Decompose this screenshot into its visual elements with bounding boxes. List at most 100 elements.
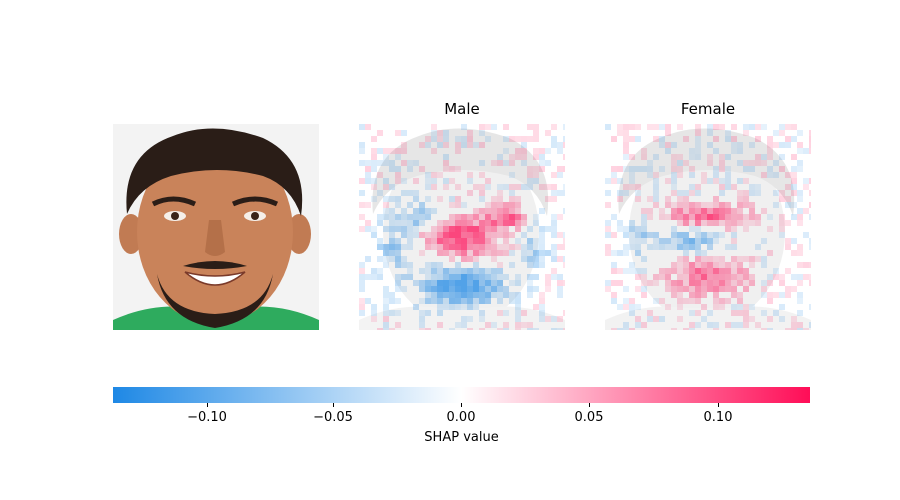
shap-pixel — [509, 250, 515, 256]
shap-pixel — [641, 214, 647, 220]
shap-pixel — [461, 142, 467, 148]
shap-pixel — [515, 328, 521, 330]
shap-pixel — [443, 178, 449, 184]
shap-pixel — [653, 136, 659, 142]
shap-pixel — [719, 160, 725, 166]
shap-pixel — [413, 160, 419, 166]
shap-pixel — [545, 196, 551, 202]
shap-pixel — [797, 130, 803, 136]
shap-pixel — [377, 238, 383, 244]
shap-pixel — [473, 304, 479, 310]
shap-pixel — [797, 166, 803, 172]
shap-pixel — [779, 304, 785, 310]
shap-pixel — [629, 304, 635, 310]
shap-pixel — [449, 196, 455, 202]
shap-pixel — [515, 226, 521, 232]
shap-pixel — [689, 202, 695, 208]
shap-pixel — [419, 142, 425, 148]
shap-pixel — [431, 130, 437, 136]
shap-pixel — [659, 124, 665, 130]
shap-pixel — [371, 160, 377, 166]
shap-pixel — [743, 280, 749, 286]
shap-pixel — [503, 124, 509, 130]
shap-pixel — [689, 184, 695, 190]
shap-pixel — [479, 214, 485, 220]
shap-pixel — [767, 226, 773, 232]
shap-pixel — [809, 148, 811, 154]
shap-pixel — [407, 268, 413, 274]
shap-pixel — [737, 322, 743, 328]
shap-pixel — [509, 190, 515, 196]
shap-pixel — [797, 310, 803, 316]
shap-pixel — [413, 226, 419, 232]
shap-pixel — [785, 136, 791, 142]
shap-pixel — [389, 244, 395, 250]
shap-pixel — [701, 262, 707, 268]
shap-pixel — [797, 292, 803, 298]
shap-pixel — [695, 262, 701, 268]
shap-pixel — [443, 220, 449, 226]
shap-pixel — [467, 298, 473, 304]
shap-pixel — [563, 232, 565, 238]
shap-pixel — [605, 124, 611, 130]
shap-pixel — [395, 226, 401, 232]
shap-pixel — [443, 292, 449, 298]
shap-pixel — [725, 208, 731, 214]
shap-pixel — [419, 286, 425, 292]
shap-pixel — [617, 178, 623, 184]
shap-pixel — [485, 184, 491, 190]
shap-pixel — [455, 304, 461, 310]
shap-pixel — [797, 190, 803, 196]
shap-pixel — [611, 136, 617, 142]
shap-pixel — [605, 220, 611, 226]
shap-pixel — [503, 208, 509, 214]
shap-pixel — [707, 232, 713, 238]
shap-pixel — [797, 322, 803, 328]
shap-pixel — [659, 316, 665, 322]
shap-pixel — [761, 262, 767, 268]
shap-pixel — [623, 154, 629, 160]
shap-pixel — [509, 292, 515, 298]
shap-pixel — [539, 310, 545, 316]
shap-pixel — [497, 268, 503, 274]
shap-pixel — [371, 268, 377, 274]
shap-pixel — [809, 262, 811, 268]
panel-title-male: Male — [444, 100, 480, 118]
shap-pixel — [767, 298, 773, 304]
shap-pixel — [449, 292, 455, 298]
shap-pixel — [425, 268, 431, 274]
shap-pixel — [377, 172, 383, 178]
shap-pixel — [401, 208, 407, 214]
shap-pixel — [497, 220, 503, 226]
shap-pixel — [467, 292, 473, 298]
shap-pixel — [401, 274, 407, 280]
shap-pixel — [623, 304, 629, 310]
shap-pixel — [743, 124, 749, 130]
shap-pixel — [719, 154, 725, 160]
shap-pixel — [707, 208, 713, 214]
shap-pixel — [623, 142, 629, 148]
shap-pixel — [551, 268, 557, 274]
shap-pixel — [485, 232, 491, 238]
shap-pixel — [653, 238, 659, 244]
shap-pixel — [467, 136, 473, 142]
shap-pixel — [383, 226, 389, 232]
shap-pixel — [647, 214, 653, 220]
shap-pixel — [425, 280, 431, 286]
shap-pixel — [419, 220, 425, 226]
shap-pixel — [743, 256, 749, 262]
shap-pixel — [725, 286, 731, 292]
shap-pixel — [503, 292, 509, 298]
shap-pixel — [767, 280, 773, 286]
shap-pixel — [521, 142, 527, 148]
shap-pixel — [719, 208, 725, 214]
shap-pixel — [551, 226, 557, 232]
shap-pixel — [797, 220, 803, 226]
shap-pixel — [425, 178, 431, 184]
shap-pixel — [383, 250, 389, 256]
shap-pixel — [467, 244, 473, 250]
shap-pixel — [467, 316, 473, 322]
shap-pixel — [503, 250, 509, 256]
shap-pixel — [671, 238, 677, 244]
shap-pixel — [491, 250, 497, 256]
